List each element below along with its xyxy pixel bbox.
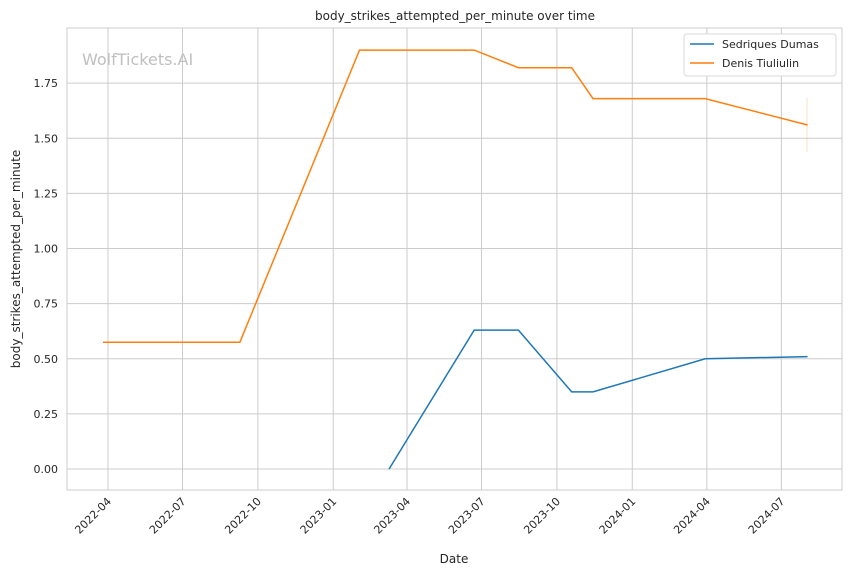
x-tick-label: 2024-01: [597, 495, 639, 537]
plot-frame: [66, 27, 843, 491]
legend-box: [683, 33, 837, 77]
series-line-0: [388, 329, 808, 470]
x-tick-label: 2022-10: [222, 495, 264, 537]
series-lines: [103, 49, 808, 470]
series-line-1: [103, 49, 808, 343]
x-tick-label: 2024-04: [671, 495, 713, 537]
y-tick-label: 1.25: [34, 187, 59, 200]
y-axis-label: body_strikes_attempted_per_minute: [9, 150, 23, 368]
x-tick-label: 2023-04: [371, 495, 413, 537]
x-tick-label: 2024-07: [746, 495, 788, 537]
x-tick-label: 2023-07: [446, 495, 488, 537]
legend: Sedriques Dumas Denis Tiuliulin: [683, 33, 837, 77]
y-tick-label: 1.75: [34, 77, 59, 90]
x-tick-label: 2022-04: [72, 495, 114, 537]
chart-title: body_strikes_attempted_per_minute over t…: [315, 9, 595, 23]
grid: [67, 28, 842, 490]
x-axis-label: Date: [440, 552, 469, 566]
y-tick-label: 0.50: [34, 353, 59, 366]
x-tick-label: 2022-07: [147, 495, 189, 537]
ticks: 2022-04 2022-07 2022-10 2023-01 2023-04 2023-…: [34, 77, 788, 536]
y-tick-label: 0.25: [34, 408, 59, 421]
legend-label-sedriques: Sedriques Dumas: [722, 38, 819, 51]
legend-label-denis: Denis Tiuliulin: [722, 57, 799, 70]
y-tick-label: 1.00: [34, 243, 59, 256]
y-tick-label: 0.00: [34, 463, 59, 476]
y-tick-label: 1.50: [34, 132, 59, 145]
y-tick-label: 0.75: [34, 298, 59, 311]
x-tick-label: 2023-01: [298, 495, 340, 537]
watermark: WolfTickets.AI: [82, 50, 193, 69]
x-tick-label: 2023-10: [521, 495, 563, 537]
